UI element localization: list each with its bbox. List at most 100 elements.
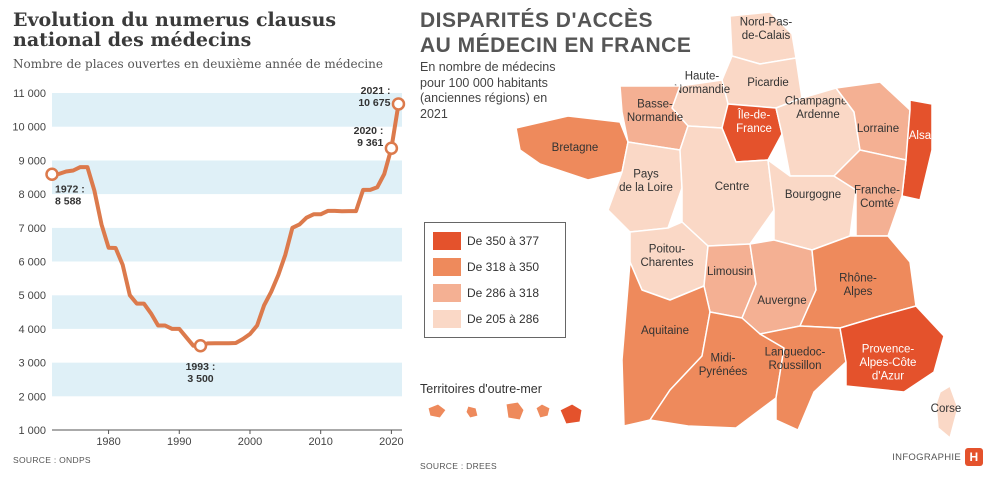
region-lr <box>759 325 847 431</box>
grid-band <box>52 126 402 161</box>
map-panel: Nord-Pas-de-Calais Picardie Haute- Normandi… <box>410 0 995 482</box>
y-tick-label: 5 000 <box>18 290 46 302</box>
region-label-ca: Ardenne <box>796 109 839 121</box>
legend-swatch <box>433 232 461 250</box>
credit-text: INFOGRAPHIE <box>892 451 961 463</box>
region-fc <box>833 149 907 237</box>
region-label-fc: Franche- <box>854 184 900 196</box>
grid-band <box>52 93 402 127</box>
legend-label: De 286 à 318 <box>467 286 540 300</box>
map-subtitle: En nombre de médecins pour 100 000 habit… <box>420 60 556 121</box>
series-line <box>50 102 401 348</box>
legend-label: De 205 à 286 <box>467 312 540 326</box>
region-pdl <box>607 141 683 233</box>
region-corse <box>935 385 959 439</box>
region-label-alsace: Alsace <box>909 130 944 142</box>
legend-label: De 318 à 350 <box>467 260 540 274</box>
region-label-ca: Champagne- <box>785 95 852 107</box>
legend-item: De 318 à 350 <box>433 257 539 277</box>
legend-label: De 350 à 377 <box>467 234 540 248</box>
legend-swatch <box>433 310 461 328</box>
data-point-marker <box>384 141 399 155</box>
chart-source: SOURCE : ONDPS <box>13 455 91 465</box>
annotation-label: 2020 : <box>354 125 384 137</box>
data-point-marker <box>391 97 406 111</box>
region-label-npdc: Nord-Pas- <box>740 16 793 28</box>
region-label-npdc: de-Calais <box>742 30 791 42</box>
x-tick-label: 2000 <box>238 436 262 448</box>
map-title: DISPARITÉS D'ACCÈS AU MÉDECIN EN FRANCE <box>420 8 691 58</box>
annotation-value: 9 361 <box>357 137 383 149</box>
region-label-idf: Île-de- <box>737 108 771 121</box>
region-label-lr: Roussillon <box>768 360 821 372</box>
region-label-pc: Charentes <box>640 257 693 269</box>
region-label-bourgogne: Bourgogne <box>785 189 841 201</box>
data-point-marker <box>45 167 59 182</box>
grid-band <box>52 396 402 430</box>
map-title-line2: AU MÉDECIN EN FRANCE <box>420 34 692 57</box>
overseas-territory-shape <box>465 405 479 419</box>
region-label-idf: France <box>736 123 772 135</box>
region-label-hn: Haute- <box>685 70 720 82</box>
x-tick-label: 2010 <box>308 436 332 448</box>
legend-item: De 350 à 377 <box>433 231 539 251</box>
region-label-pc: Poitou- <box>649 243 686 255</box>
legend-swatch <box>433 284 461 302</box>
y-tick-label: 11 000 <box>13 88 46 100</box>
region-label-paca: Provence- <box>862 344 915 356</box>
region-label-limousin: Limousin <box>707 266 753 278</box>
region-paca <box>839 305 945 393</box>
chart-panel: Evolution du numerus clausus national de… <box>0 0 410 482</box>
annotation-label: 2021 : <box>361 85 391 97</box>
annotation-value: 10 675 <box>358 97 390 109</box>
region-label-picardie: Picardie <box>747 77 789 89</box>
region-mp <box>649 311 785 429</box>
annotation-label: 1972 : <box>55 183 85 195</box>
y-tick-label: 2 000 <box>18 391 46 403</box>
region-alsace <box>901 99 933 201</box>
grid-band <box>52 295 402 329</box>
x-tick-label: 1990 <box>167 436 191 448</box>
y-tick-label: 3 000 <box>18 358 46 370</box>
y-tick-label: 1 000 <box>18 425 46 437</box>
map-source: SOURCE : DREES <box>420 461 497 471</box>
x-tick-label: 2020 <box>379 436 403 448</box>
overseas-label: Territoires d'outre-mer <box>420 382 542 396</box>
x-tick-label: 1980 <box>96 436 120 448</box>
region-label-pdl: Pays <box>633 168 659 180</box>
map-legend: De 350 à 377 De 318 à 350 De 286 à 318 De 2… <box>424 222 566 338</box>
publisher-logo-icon: H <box>965 448 983 466</box>
grid-band <box>52 160 402 195</box>
y-tick-label: 7 000 <box>18 223 46 235</box>
region-label-fc: Comté <box>860 198 894 210</box>
region-label-bn: Normandie <box>627 112 683 124</box>
annotation-value: 8 588 <box>55 195 81 207</box>
overseas-territory-shape <box>427 403 447 419</box>
data-point-marker <box>193 339 208 353</box>
annotation-label: 1993 : <box>186 361 216 373</box>
y-tick-label: 10 000 <box>12 122 46 134</box>
overseas-territory-shape <box>505 401 525 421</box>
region-label-hn: Normandie <box>674 84 730 96</box>
annotation-value: 3 500 <box>187 373 213 385</box>
legend-item: De 286 à 318 <box>433 283 539 303</box>
region-label-ra: Alpes <box>844 286 873 298</box>
region-label-ra: Rhône- <box>839 272 877 284</box>
infographie-credit: INFOGRAPHIE H <box>892 448 983 466</box>
line-chart: 1 000 2 000 3 000 4 000 5 000 6 000 7 000 8 000… <box>12 85 406 448</box>
region-label-bretagne: Bretagne <box>552 142 599 154</box>
grid-band <box>52 362 402 397</box>
region-label-paca: Alpes-Côte <box>860 357 917 369</box>
y-tick-label: 6 000 <box>18 257 46 269</box>
region-label-aquitaine: Aquitaine <box>641 325 689 337</box>
region-label-bn: Basse- <box>637 98 673 110</box>
region-label-lr: Languedoc- <box>765 346 826 358</box>
region-label-corse: Corse <box>931 403 962 415</box>
chart-subtitle: Nombre de places ouvertes en deuxième an… <box>13 57 384 71</box>
overseas-territory-shape <box>559 403 583 425</box>
region-label-paca: d'Azur <box>872 371 904 383</box>
legend-swatch <box>433 258 461 276</box>
overseas-territory-shape <box>535 403 551 419</box>
grid-band <box>52 227 402 262</box>
y-tick-label: 8 000 <box>18 189 46 201</box>
